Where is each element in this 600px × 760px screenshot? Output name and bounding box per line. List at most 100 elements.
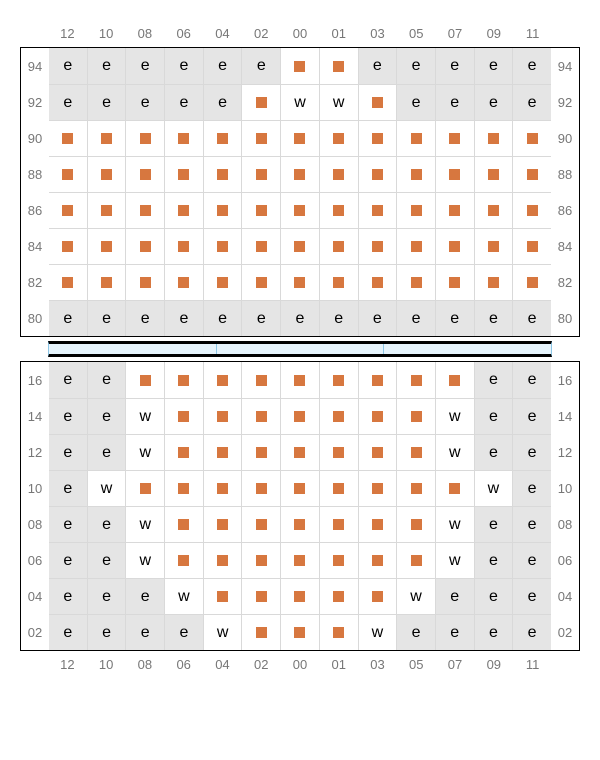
seat-occupied[interactable] xyxy=(512,157,551,192)
seat-occupied[interactable] xyxy=(164,265,203,300)
seat-occupied[interactable] xyxy=(474,121,513,156)
seat-occupied[interactable] xyxy=(280,265,319,300)
seat-occupied[interactable] xyxy=(241,543,280,578)
seat-occupied[interactable] xyxy=(164,471,203,506)
seat-occupied[interactable] xyxy=(319,193,358,228)
seat-occupied[interactable] xyxy=(358,229,397,264)
seat-occupied[interactable] xyxy=(203,543,242,578)
seat-occupied[interactable] xyxy=(241,507,280,542)
seat-occupied[interactable] xyxy=(319,543,358,578)
seat-occupied[interactable] xyxy=(396,121,435,156)
seat-occupied[interactable] xyxy=(319,121,358,156)
seat-occupied[interactable] xyxy=(164,435,203,470)
seat-occupied[interactable] xyxy=(512,193,551,228)
seat-occupied[interactable] xyxy=(125,229,164,264)
seat-free[interactable]: w xyxy=(358,615,397,650)
seat-occupied[interactable] xyxy=(203,157,242,192)
seat-occupied[interactable] xyxy=(396,362,435,398)
seat-occupied[interactable] xyxy=(358,507,397,542)
seat-occupied[interactable] xyxy=(396,229,435,264)
seat-occupied[interactable] xyxy=(319,579,358,614)
seat-occupied[interactable] xyxy=(396,435,435,470)
seat-occupied[interactable] xyxy=(49,265,87,300)
seat-occupied[interactable] xyxy=(319,157,358,192)
seat-occupied[interactable] xyxy=(164,157,203,192)
seat-occupied[interactable] xyxy=(164,362,203,398)
seat-occupied[interactable] xyxy=(358,193,397,228)
seat-occupied[interactable] xyxy=(280,615,319,650)
seat-occupied[interactable] xyxy=(164,507,203,542)
seat-occupied[interactable] xyxy=(474,229,513,264)
seat-occupied[interactable] xyxy=(474,157,513,192)
seat-occupied[interactable] xyxy=(512,229,551,264)
seat-occupied[interactable] xyxy=(435,157,474,192)
seat-occupied[interactable] xyxy=(319,471,358,506)
seat-occupied[interactable] xyxy=(358,435,397,470)
seat-occupied[interactable] xyxy=(164,399,203,434)
seat-occupied[interactable] xyxy=(241,579,280,614)
seat-free[interactable]: w xyxy=(474,471,513,506)
seat-free[interactable]: w xyxy=(319,85,358,120)
seat-occupied[interactable] xyxy=(280,579,319,614)
seat-occupied[interactable] xyxy=(49,229,87,264)
seat-occupied[interactable] xyxy=(474,193,513,228)
seat-occupied[interactable] xyxy=(280,193,319,228)
seat-occupied[interactable] xyxy=(164,543,203,578)
seat-occupied[interactable] xyxy=(164,193,203,228)
seat-occupied[interactable] xyxy=(87,265,126,300)
seat-occupied[interactable] xyxy=(512,121,551,156)
seat-occupied[interactable] xyxy=(241,157,280,192)
seat-occupied[interactable] xyxy=(319,362,358,398)
seat-occupied[interactable] xyxy=(280,471,319,506)
seat-occupied[interactable] xyxy=(319,229,358,264)
seat-occupied[interactable] xyxy=(87,121,126,156)
seat-occupied[interactable] xyxy=(435,362,474,398)
seat-occupied[interactable] xyxy=(125,121,164,156)
seat-free[interactable]: w xyxy=(435,507,474,542)
seat-occupied[interactable] xyxy=(241,435,280,470)
seat-free[interactable]: w xyxy=(435,399,474,434)
seat-occupied[interactable] xyxy=(203,265,242,300)
seat-occupied[interactable] xyxy=(241,265,280,300)
seat-occupied[interactable] xyxy=(203,193,242,228)
seat-occupied[interactable] xyxy=(241,121,280,156)
seat-occupied[interactable] xyxy=(358,157,397,192)
seat-free[interactable]: w xyxy=(435,543,474,578)
seat-occupied[interactable] xyxy=(125,362,164,398)
seat-occupied[interactable] xyxy=(358,399,397,434)
seat-occupied[interactable] xyxy=(49,121,87,156)
seat-free[interactable]: w xyxy=(203,615,242,650)
seat-occupied[interactable] xyxy=(396,193,435,228)
seat-occupied[interactable] xyxy=(203,579,242,614)
seat-occupied[interactable] xyxy=(512,265,551,300)
seat-occupied[interactable] xyxy=(319,399,358,434)
seat-occupied[interactable] xyxy=(358,121,397,156)
seat-occupied[interactable] xyxy=(280,435,319,470)
seat-occupied[interactable] xyxy=(125,193,164,228)
seat-occupied[interactable] xyxy=(280,399,319,434)
seat-occupied[interactable] xyxy=(203,435,242,470)
seat-occupied[interactable] xyxy=(87,193,126,228)
seat-occupied[interactable] xyxy=(241,85,280,120)
seat-free[interactable]: w xyxy=(280,85,319,120)
seat-occupied[interactable] xyxy=(241,193,280,228)
seat-occupied[interactable] xyxy=(280,157,319,192)
seat-occupied[interactable] xyxy=(358,543,397,578)
seat-occupied[interactable] xyxy=(358,471,397,506)
seat-free[interactable]: w xyxy=(125,435,164,470)
seat-occupied[interactable] xyxy=(125,471,164,506)
seat-occupied[interactable] xyxy=(396,543,435,578)
seat-occupied[interactable] xyxy=(396,157,435,192)
seat-free[interactable]: w xyxy=(87,471,126,506)
seat-occupied[interactable] xyxy=(203,229,242,264)
seat-occupied[interactable] xyxy=(319,48,358,84)
seat-occupied[interactable] xyxy=(241,362,280,398)
seat-occupied[interactable] xyxy=(164,121,203,156)
seat-occupied[interactable] xyxy=(396,507,435,542)
seat-free[interactable]: w xyxy=(396,579,435,614)
seat-occupied[interactable] xyxy=(203,399,242,434)
seat-occupied[interactable] xyxy=(164,229,203,264)
seat-free[interactable]: w xyxy=(125,543,164,578)
seat-occupied[interactable] xyxy=(396,471,435,506)
seat-occupied[interactable] xyxy=(241,229,280,264)
